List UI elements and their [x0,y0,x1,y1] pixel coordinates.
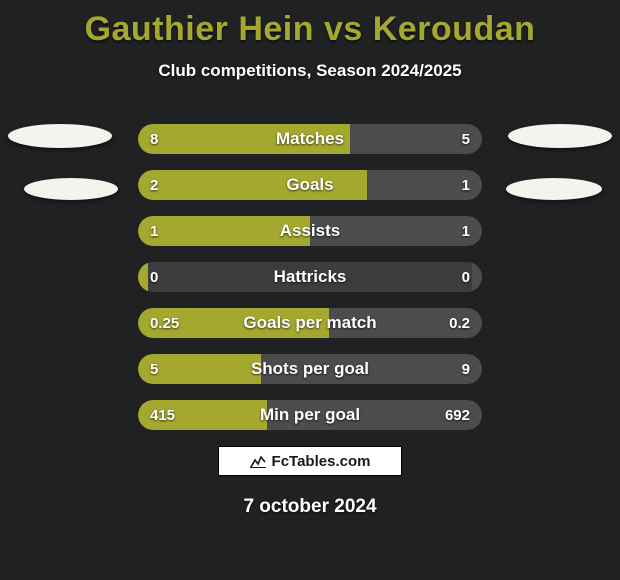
stat-bar-right [267,400,482,430]
player-left-shape-top [8,124,112,148]
stat-bar-right [310,216,482,246]
stat-row: 21Goals [138,170,482,200]
stat-bar-left [138,170,367,200]
stat-bar-right [261,354,482,384]
stat-bar-right [367,170,482,200]
stat-bar-left [138,400,267,430]
stat-row: 0 0Hattricks [138,262,482,292]
stat-value-right: 0 [462,262,470,292]
date-label: 7 october 2024 [0,496,620,518]
stat-bars: 85Matches 21Goals 11Assists 0 0Hattricks 0.25… [138,124,482,446]
page-subtitle: Club competitions, Season 2024/2025 [0,61,620,81]
stat-row: 85Matches [138,124,482,154]
stat-value-left: 0 [150,262,158,292]
stat-bar-left [138,354,261,384]
brand-logo-icon [250,454,266,468]
stat-row: 11Assists [138,216,482,246]
stat-bar-left [138,308,329,338]
comparison-card: Gauthier Hein vs Keroudan Club competiti… [0,0,620,580]
stat-row: 415692Min per goal [138,400,482,430]
stat-label: Hattricks [138,262,482,292]
stat-bar-right [350,124,482,154]
stat-bar-right [329,308,482,338]
stat-bar-right [472,262,482,292]
stat-row: 59Shots per goal [138,354,482,384]
brand-badge: FcTables.com [218,446,402,476]
page-title: Gauthier Hein vs Keroudan [0,0,620,49]
stat-bar-left [138,262,148,292]
stat-bar-left [138,124,350,154]
stat-bar-left [138,216,310,246]
stat-row: 0.250.2Goals per match [138,308,482,338]
player-left-shape-bottom [24,178,118,200]
brand-label: FcTables.com [272,453,371,470]
player-right-shape-bottom [506,178,602,200]
player-right-shape-top [508,124,612,148]
